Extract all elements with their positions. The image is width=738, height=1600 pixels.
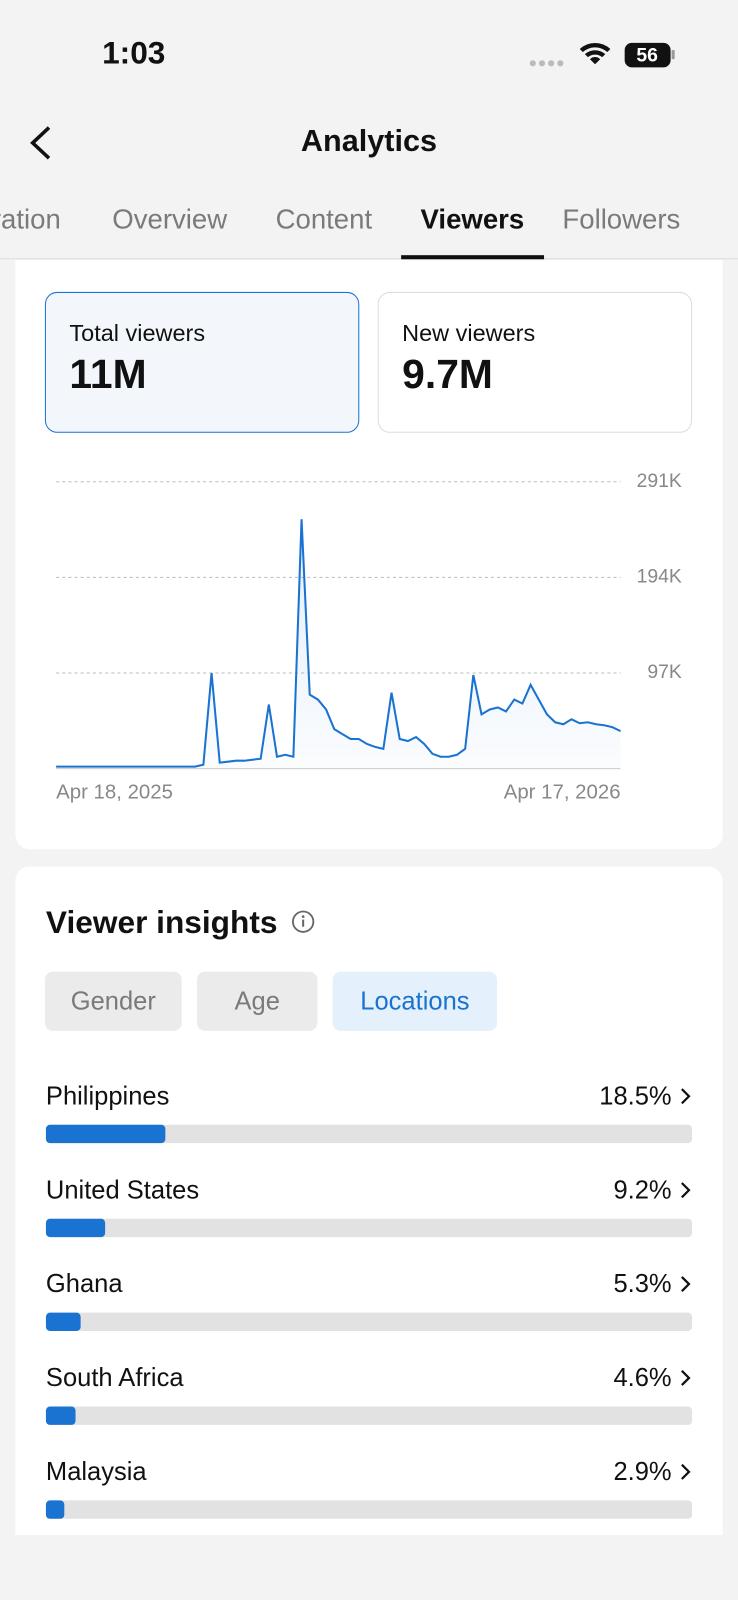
metric-card[interactable]: New viewers 9.7M	[377, 291, 693, 433]
bar	[45, 1406, 76, 1425]
location-percent[interactable]: 18.5%	[599, 1081, 672, 1111]
bar	[45, 1124, 166, 1144]
bar	[45, 1218, 106, 1238]
bar-track	[45, 1124, 693, 1144]
chevron-icon	[681, 1088, 691, 1105]
x-tick-label: Apr 18, 2025	[56, 781, 173, 803]
metric-card[interactable]: Total viewers 11M	[44, 291, 360, 433]
chevron[interactable]	[680, 1086, 692, 1106]
chip[interactable]: Age	[196, 971, 318, 1031]
location-name: United States	[45, 1175, 200, 1205]
chevron[interactable]	[680, 1368, 692, 1388]
location-name: South Africa	[45, 1363, 184, 1393]
back-button[interactable]	[27, 125, 58, 162]
metric-label: Total viewers	[69, 319, 206, 347]
location-percent[interactable]: 5.3%	[613, 1269, 672, 1299]
tab[interactable]: ration	[0, 204, 61, 235]
bar	[45, 1312, 81, 1331]
status-time: 1:03	[102, 34, 166, 71]
metric-value: 9.7M	[402, 352, 493, 398]
location-percent[interactable]: 9.2%	[613, 1175, 672, 1205]
battery-level: 56	[636, 44, 658, 66]
line-chart: 97K 194K 291K Apr 18, 2025 Apr 17, 2026	[56, 470, 682, 803]
location-percent[interactable]: 2.9%	[613, 1457, 672, 1487]
info-icon[interactable]	[291, 909, 318, 936]
tab[interactable]: Viewers	[420, 204, 525, 235]
tab-indicator	[401, 255, 545, 260]
y-tick-label: 97K	[647, 661, 682, 683]
bar-track	[45, 1218, 693, 1238]
metric-value: 11M	[69, 352, 147, 398]
location-name: Philippines	[45, 1081, 170, 1111]
bar-track	[45, 1406, 693, 1425]
status-icons: 56	[529, 42, 675, 68]
chevron[interactable]	[680, 1462, 692, 1482]
metric-label: New viewers	[402, 319, 536, 347]
bar-track	[45, 1500, 693, 1519]
location-name: Ghana	[45, 1269, 123, 1299]
chevron[interactable]	[680, 1274, 692, 1294]
bar	[45, 1500, 65, 1519]
chip[interactable]: Locations	[332, 971, 498, 1031]
divider	[0, 258, 738, 260]
chevron-icon	[681, 1370, 691, 1386]
x-tick-label: Apr 17, 2026	[504, 781, 621, 803]
location-percent[interactable]: 4.6%	[613, 1363, 672, 1393]
tab[interactable]: Followers	[562, 204, 681, 235]
chevron-icon	[681, 1182, 691, 1199]
chip[interactable]: Gender	[44, 971, 182, 1031]
page-title: Analytics	[300, 124, 438, 159]
bar-track	[45, 1312, 693, 1331]
line	[56, 519, 622, 768]
section-title: Viewer insights	[45, 904, 278, 941]
chevron-icon	[681, 1463, 691, 1480]
y-tick-label: 194K	[637, 566, 682, 588]
chevron[interactable]	[680, 1180, 692, 1200]
chevron-icon	[681, 1276, 691, 1292]
tab[interactable]: Content	[275, 204, 373, 235]
tab[interactable]: Overview	[112, 204, 228, 235]
y-tick-label: 291K	[637, 470, 682, 492]
location-name: Malaysia	[45, 1457, 147, 1487]
